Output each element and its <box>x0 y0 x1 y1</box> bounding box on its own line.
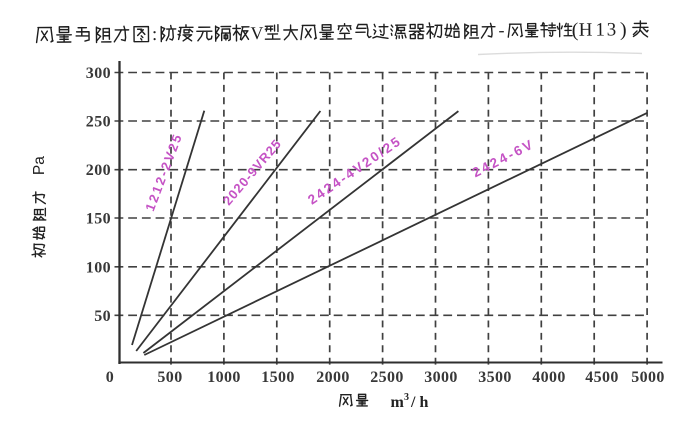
svg-text:2500: 2500 <box>370 369 404 386</box>
svg-text:V: V <box>250 23 263 43</box>
svg-text:3000: 3000 <box>424 369 458 386</box>
svg-text:4500: 4500 <box>585 369 619 386</box>
svg-text:3: 3 <box>404 392 409 403</box>
svg-text:200: 200 <box>86 162 111 179</box>
svg-text:500: 500 <box>157 369 182 386</box>
svg-text:H: H <box>579 20 593 41</box>
svg-text:2000: 2000 <box>316 369 350 386</box>
svg-text:1000: 1000 <box>207 369 241 386</box>
svg-text:/: / <box>410 394 416 411</box>
svg-text:3: 3 <box>607 19 617 40</box>
svg-text:300: 300 <box>86 65 111 82</box>
svg-text:250: 250 <box>86 114 111 131</box>
svg-text:1500: 1500 <box>261 369 295 386</box>
svg-text:): ) <box>620 19 627 41</box>
svg-text:(: ( <box>572 19 579 41</box>
svg-text:4000: 4000 <box>532 369 566 386</box>
svg-text:100: 100 <box>86 259 111 276</box>
svg-text:Pa: Pa <box>31 156 48 175</box>
svg-text::: : <box>152 24 157 45</box>
svg-text:5000: 5000 <box>631 369 665 386</box>
svg-text:150: 150 <box>86 211 111 228</box>
svg-text:m: m <box>391 394 405 411</box>
svg-text:h: h <box>420 394 429 411</box>
svg-text:0: 0 <box>106 369 114 386</box>
svg-text:1: 1 <box>595 20 605 41</box>
svg-text:3500: 3500 <box>478 369 512 386</box>
svg-text:-: - <box>498 20 504 40</box>
svg-text:50: 50 <box>94 308 111 325</box>
